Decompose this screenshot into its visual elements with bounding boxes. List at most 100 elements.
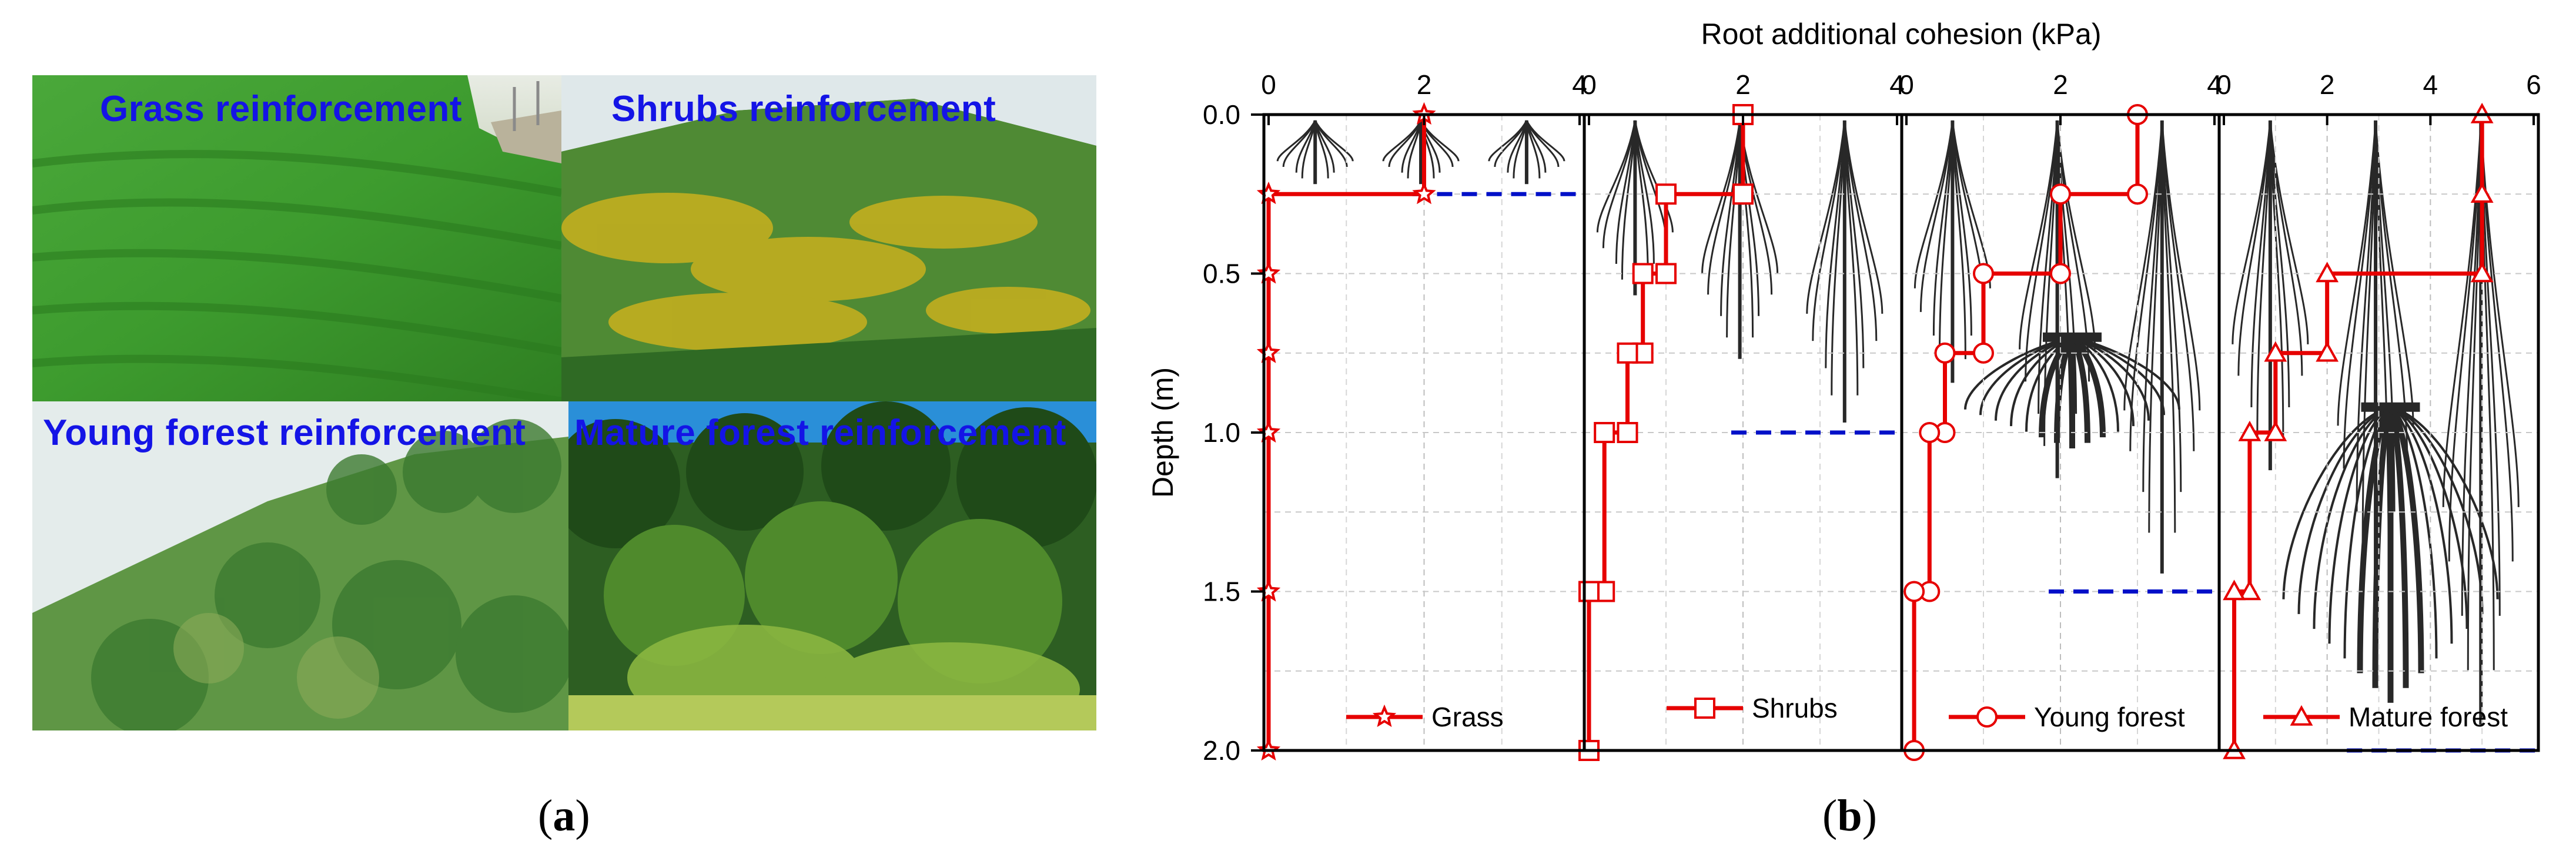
root-drawing — [1276, 120, 1565, 185]
tree-root-strand — [2297, 405, 2391, 614]
shrubs-slope-image — [561, 75, 1096, 401]
marker-square — [1617, 422, 1638, 443]
root-strand — [1806, 120, 1846, 314]
legend-label: Grass — [1431, 702, 1504, 732]
root-strand — [1951, 120, 1972, 336]
root-strand — [2142, 120, 2163, 492]
root-strand — [2337, 120, 2377, 426]
x-tick-label: 4 — [2207, 69, 2222, 100]
photo-grid: Grass reinforcement Shrubs reinforcement — [32, 75, 1096, 730]
marker-square — [1732, 183, 1754, 205]
marker-triangle — [2470, 182, 2494, 203]
root-strand — [1825, 120, 1846, 368]
x-tick-label: 0 — [1581, 69, 1597, 100]
root-strand — [1401, 120, 1422, 173]
root-strand — [1634, 120, 1655, 264]
marker-triangle — [2264, 341, 2287, 362]
legend-label: Young forest — [2034, 702, 2185, 732]
marker-triangle — [2238, 579, 2261, 601]
y-tick-label: 0.5 — [1203, 259, 1240, 289]
root-drawings — [1276, 120, 2520, 725]
root-strand — [1602, 120, 1636, 249]
root-drawing — [1913, 120, 2201, 574]
tree-root-strand — [2390, 405, 2453, 644]
x-tick-label: 0 — [1899, 69, 1914, 100]
marker-circle — [1934, 342, 1956, 364]
chart-title: Root additional cohesion (kPa) — [1701, 18, 2102, 51]
root-strand — [1844, 120, 1878, 341]
caption-b: (b) — [1822, 791, 1877, 840]
marker-star — [1412, 182, 1436, 205]
marker-triangle — [2238, 420, 2261, 441]
root-strand — [2038, 120, 2059, 414]
root-strand — [1844, 120, 1859, 396]
chart-text: Root additional cohesion (kPa) Depth (m) 0… — [1146, 18, 2541, 766]
marker-square — [1655, 183, 1677, 205]
series-line — [1266, 115, 1426, 750]
marker-triangle — [2290, 705, 2313, 726]
marker-square — [1655, 263, 1677, 284]
root-strand — [1507, 120, 1528, 173]
mature-forest-photo-label: Mature forest reinforcement — [574, 413, 1066, 453]
legend-label: Shrubs — [1752, 693, 1838, 723]
root-strand — [1844, 120, 1884, 314]
y-tick-label: 2.0 — [1203, 735, 1240, 766]
root-strand — [2356, 120, 2377, 512]
root-strand — [2025, 120, 2059, 382]
root-strand — [2343, 120, 2377, 469]
root-strand — [1812, 120, 1846, 341]
marker-circle — [1976, 706, 1998, 728]
x-tick-label: 4 — [1889, 69, 1905, 100]
tree-root-strand — [2328, 405, 2391, 644]
marker-triangle — [2470, 262, 2494, 283]
caption-a: (a) — [538, 791, 590, 840]
marker-star — [1372, 704, 1397, 728]
marker-circle — [1973, 263, 1994, 284]
root-strand — [2374, 120, 2396, 512]
root-strand — [2019, 120, 2059, 350]
series-lines — [1256, 102, 2538, 761]
root-strand — [1707, 120, 1741, 295]
tree-root-strand — [2070, 334, 2106, 438]
root-strand — [2056, 120, 2096, 350]
root-strand — [1615, 120, 1636, 264]
x-tick-label: 2 — [1417, 69, 1432, 100]
root-strand — [1596, 120, 1636, 233]
root-strand — [1844, 120, 1865, 368]
root-strand — [2374, 120, 2414, 426]
tree-root-strand — [2313, 405, 2391, 629]
legend-label: Mature forest — [2348, 702, 2508, 732]
root-strand — [1951, 120, 1966, 360]
root-strand — [1314, 120, 1354, 162]
marker-square — [1594, 422, 1615, 443]
root-strand — [1525, 120, 1547, 173]
root-strand — [2161, 120, 2201, 411]
x-tick-label: 2 — [1735, 69, 1751, 100]
grass-photo: Grass reinforcement — [32, 75, 561, 401]
root-strand — [1701, 120, 1741, 273]
root-strand — [2056, 120, 2077, 414]
marker-star — [1256, 340, 1281, 363]
mature-forest-photo: Mature forest reinforcement — [568, 401, 1096, 730]
marker-circle — [2050, 263, 2071, 284]
tree-root-strand — [2390, 405, 2499, 599]
marker-star — [1256, 182, 1281, 205]
x-tick-label: 4 — [2423, 69, 2438, 100]
x-tick-label: 0 — [2216, 69, 2232, 100]
root-strand — [2269, 120, 2284, 439]
shrubs-photo-label: Shrubs reinforcement — [611, 89, 996, 129]
x-tick-label: 4 — [1572, 69, 1587, 100]
tree-root-strand — [2390, 405, 2438, 659]
marker-square — [1694, 698, 1715, 719]
tree-root-strand — [2072, 336, 2180, 410]
y-tick-label: 0.0 — [1203, 99, 1240, 130]
root-strand — [2269, 120, 2303, 376]
root-strand — [1295, 120, 1316, 173]
root-strand — [2250, 120, 2271, 407]
marker-circle — [2127, 183, 2148, 205]
root-strand — [2161, 120, 2195, 451]
root-strand — [2269, 120, 2290, 407]
root-strand — [1282, 120, 1316, 167]
root-strand — [1494, 120, 1528, 167]
